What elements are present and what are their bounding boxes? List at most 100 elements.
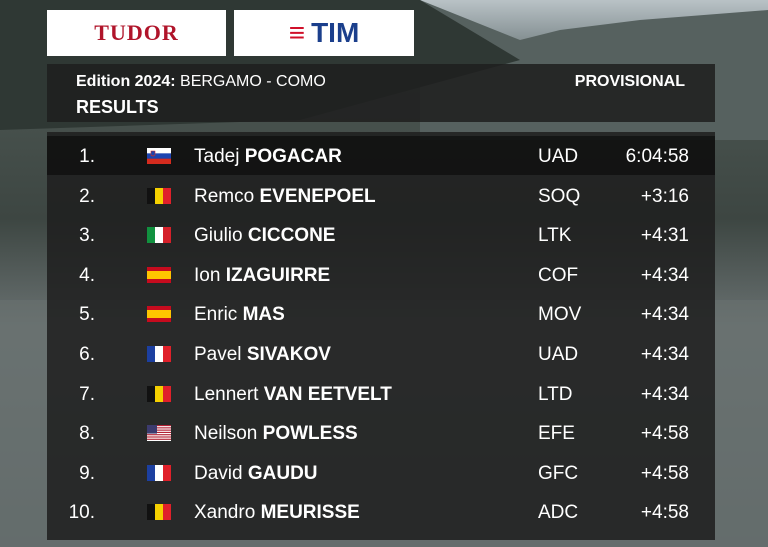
flag: [147, 266, 171, 283]
last-name: MAS: [242, 304, 285, 326]
title: RESULTS: [76, 97, 159, 117]
time: +4:34: [640, 304, 689, 326]
rider-name: Neilson POWLESS: [194, 423, 358, 445]
result-row: 7. Lennert VAN EETVELT LTD +4:34: [47, 374, 715, 413]
team: MOV: [538, 304, 582, 326]
flag-part: [147, 438, 171, 441]
header-line: Edition 2024: BERGAMO - COMO: [76, 73, 326, 91]
flag-part: [147, 429, 171, 431]
result-row: 10. Xandro MEURISSE ADC +4:58: [47, 492, 715, 531]
first-name: Pavel: [194, 344, 242, 365]
rank: 1.: [79, 146, 95, 167]
rank: 7.: [79, 383, 95, 405]
flag-part: [147, 310, 171, 319]
time: +4:34: [640, 264, 689, 286]
flag-part: [147, 385, 156, 402]
rank: 9.: [79, 462, 95, 484]
flag-part: [147, 436, 171, 438]
time: +4:58: [640, 502, 689, 524]
flag-part: [155, 346, 164, 362]
flag: [147, 464, 171, 481]
time: 6:04:58: [625, 146, 689, 167]
rider-name: Pavel SIVAKOV: [194, 344, 331, 366]
sponsor-tim: ≡ TIM: [234, 10, 414, 56]
status: PROVISIONAL: [574, 73, 685, 90]
rank: 2.: [79, 185, 95, 207]
flag-part: [155, 227, 164, 244]
team: LTK: [538, 225, 572, 247]
last-name: POGACAR: [244, 146, 342, 167]
rank: 3.: [79, 225, 95, 247]
result-row: 2. Remco EVENEPOEL SOQ +3:16: [47, 176, 715, 215]
first-name: Giulio: [194, 225, 243, 247]
team: EFE: [538, 423, 575, 445]
flag-part: [163, 504, 171, 521]
last-name: SIVAKOV: [246, 344, 331, 365]
first-name: Tadej: [194, 146, 240, 167]
team: COF: [538, 264, 579, 286]
flag-part: [155, 464, 164, 481]
team: UAD: [538, 146, 579, 167]
flag: [147, 306, 171, 323]
flag: [147, 346, 171, 362]
result-row: 4. Ion IZAGUIRRE COF +4:34: [47, 255, 715, 294]
team: SOQ: [538, 185, 581, 207]
flag-part: [163, 227, 171, 244]
flag-part: [147, 270, 171, 279]
rider-name: Enric MAS: [194, 304, 285, 326]
rank: 6.: [79, 344, 95, 365]
flag-part: [155, 187, 164, 204]
team: LTD: [538, 383, 573, 405]
edition: Edition 2024:: [76, 73, 176, 90]
flag-part: [155, 504, 164, 521]
team: UAD: [538, 344, 579, 365]
flag-part: [147, 464, 156, 481]
flag: [147, 385, 171, 402]
result-row: 8. Neilson POWLESS EFE +4:58: [47, 413, 715, 452]
last-name: GAUDU: [247, 462, 318, 484]
flag-part: [147, 227, 156, 244]
last-name: POWLESS: [262, 423, 358, 445]
first-name: Ion: [194, 264, 221, 286]
rider-name: Remco EVENEPOEL: [194, 186, 376, 208]
first-name: Xandro: [194, 502, 256, 524]
flag-part: [163, 187, 171, 204]
time: +4:58: [640, 423, 689, 445]
flag: [147, 227, 171, 244]
flag-part: [147, 187, 156, 204]
first-name: David: [194, 462, 243, 484]
flag: [147, 187, 171, 204]
rider-name: Xandro MEURISSE: [194, 502, 360, 524]
rider-name: David GAUDU: [194, 463, 318, 485]
result-row: 9. David GAUDU GFC +4:58: [47, 453, 715, 492]
flag-part: [147, 427, 171, 429]
time: +4:58: [640, 462, 689, 484]
flag: [147, 504, 171, 521]
first-name: Lennert: [194, 383, 259, 405]
flag-part: [155, 385, 164, 402]
result-row: 1. Tadej POGACAR UAD 6:04:58: [47, 136, 715, 175]
header-panel: Edition 2024: BERGAMO - COMO PROVISIONAL…: [47, 64, 715, 122]
sponsor-tim-text: TIM: [311, 17, 360, 48]
first-name: Enric: [194, 304, 238, 326]
team: ADC: [538, 502, 579, 524]
flag-part: [147, 434, 171, 436]
time: +4:34: [640, 383, 689, 405]
flag: [147, 425, 171, 442]
last-name: VAN EETVELT: [263, 383, 392, 405]
rider-name: Tadej POGACAR: [194, 146, 342, 168]
team: GFC: [538, 462, 579, 484]
first-name: Neilson: [194, 423, 258, 445]
last-name: IZAGUIRRE: [225, 264, 331, 286]
time: +4:31: [640, 225, 689, 247]
flag-part: [147, 425, 171, 427]
rank: 8.: [79, 423, 95, 445]
flag-part: [147, 432, 171, 434]
flag-part: [147, 346, 156, 362]
rank: 4.: [79, 264, 95, 286]
flag-part: [147, 504, 156, 521]
rider-name: Giulio CICCONE: [194, 225, 335, 247]
flag-part: [163, 346, 171, 362]
race: BERGAMO - COMO: [180, 73, 326, 90]
